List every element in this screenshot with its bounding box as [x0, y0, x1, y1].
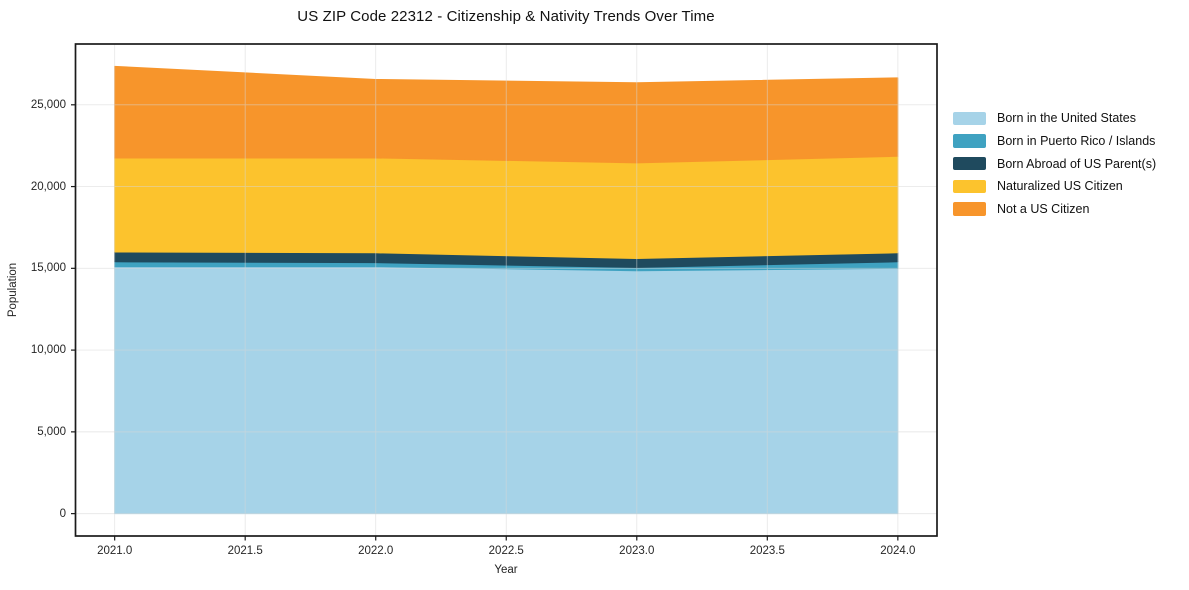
legend-swatch: [953, 111, 986, 126]
legend-swatch: [953, 202, 986, 216]
y-tick-label: 25,000: [30, 98, 66, 111]
legend-swatch: [953, 156, 986, 171]
legend-item-born-abroad-of-us-parent-s: Born Abroad of US Parent(s): [953, 152, 1156, 175]
legend-item-not-a-us-citizen: Not a US Citizen: [953, 198, 1156, 221]
x-tick-label: 2022.0: [358, 545, 394, 557]
tick-marks: [71, 104, 899, 541]
legend-item-naturalized-us-citizen: Naturalized US Citizen: [953, 175, 1156, 198]
y-tick-label: 15,000: [30, 262, 66, 275]
x-tick-label: 2021.0: [97, 545, 133, 557]
x-tick-label: 2021.5: [227, 545, 263, 557]
legend-label: Naturalized US Citizen: [997, 179, 1123, 194]
legend-label: Born in the United States: [997, 111, 1136, 126]
x-tick-label: 2022.5: [488, 545, 524, 557]
legend-item-born-in-puerto-rico-islands: Born in Puerto Rico / Islands: [953, 130, 1156, 153]
y-tick-label: 0: [59, 507, 66, 520]
x-tick-label: 2023.5: [749, 545, 785, 557]
legend-label: Not a US Citizen: [997, 202, 1090, 217]
legend-label: Born in Puerto Rico / Islands: [997, 134, 1156, 149]
legend-item-born-in-the-united-states: Born in the United States: [953, 107, 1156, 130]
x-axis-title: Year: [494, 564, 518, 576]
x-tick-label: 2023.0: [619, 545, 655, 557]
y-tick-label: 10,000: [30, 344, 66, 357]
gridlines: [75, 44, 937, 536]
chart-legend: Born in the United States Born in Puerto …: [953, 107, 1156, 220]
legend-swatch: [953, 179, 986, 194]
x-tick-label: 2024.0: [880, 545, 916, 557]
chart-title: US ZIP Code 22312 - Citizenship & Nativi…: [297, 8, 715, 25]
legend-swatch: [953, 134, 986, 148]
legend-label: Born Abroad of US Parent(s): [997, 156, 1157, 171]
y-tick-label: 5,000: [37, 425, 66, 438]
y-tick-label: 20,000: [30, 180, 66, 193]
